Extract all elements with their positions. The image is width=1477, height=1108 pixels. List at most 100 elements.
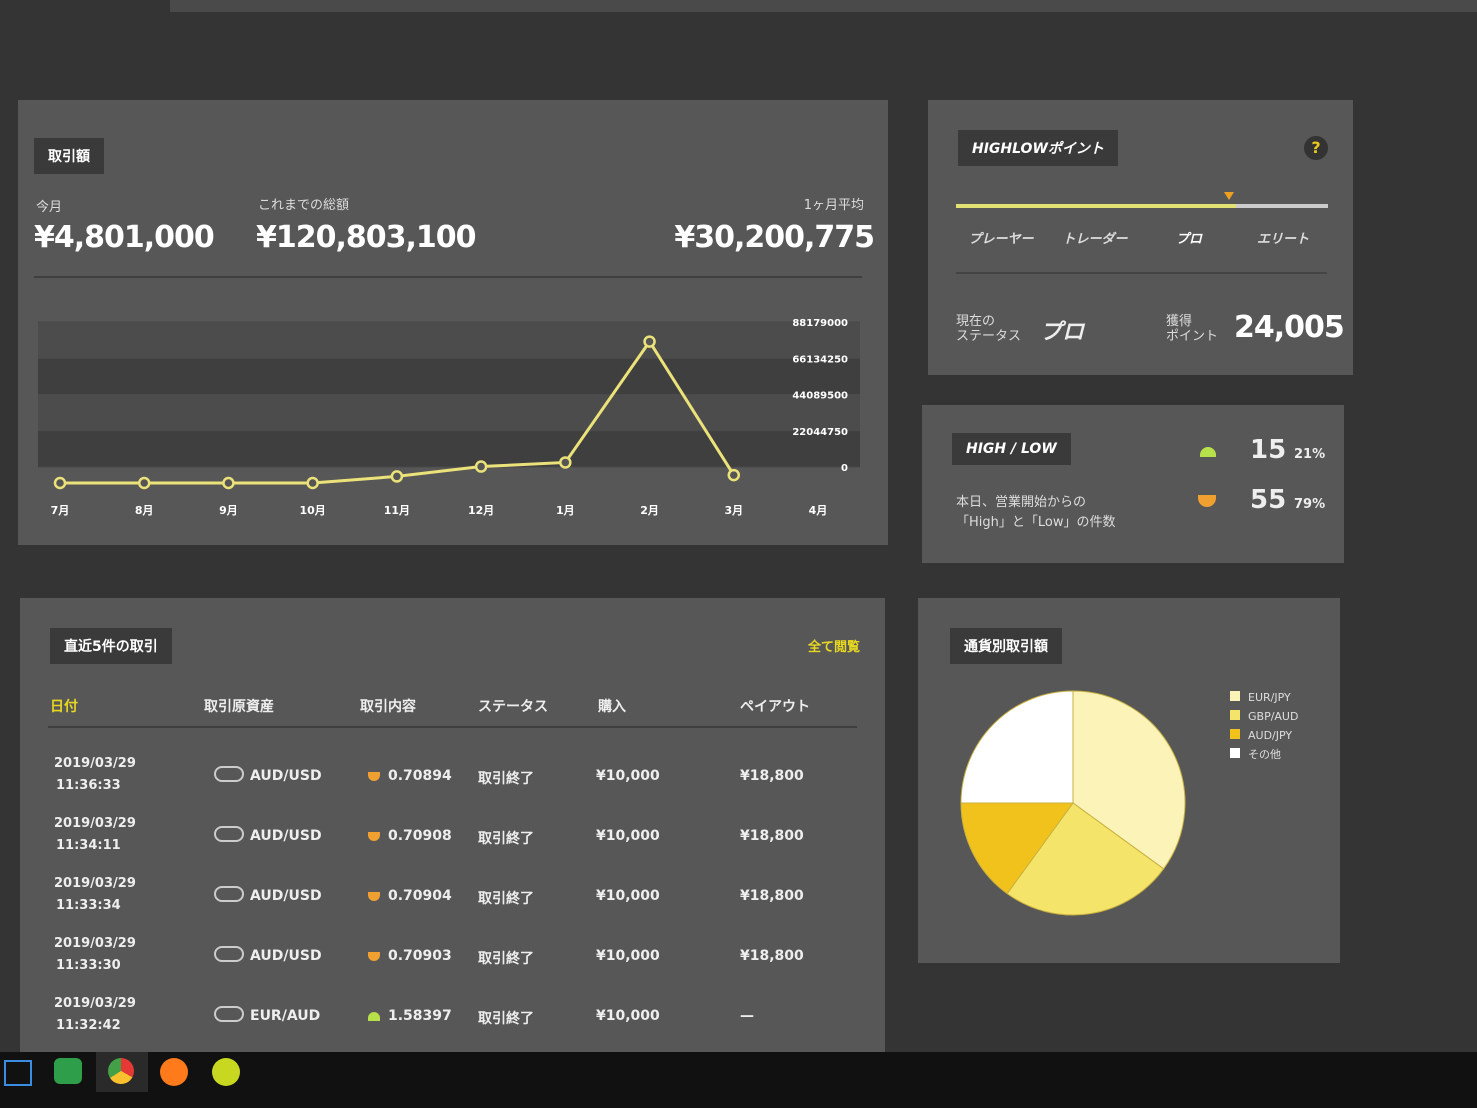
- x-tick-label: 2月: [640, 504, 659, 517]
- column-header: 取引内容: [360, 699, 416, 715]
- pie-panel: 通貨別取引額 EUR/JPY GBP/AUD AUD/JPY その他: [918, 598, 1340, 963]
- time: 11:33:34: [56, 898, 121, 913]
- asset-icon: [214, 886, 244, 902]
- low-icon: [1198, 495, 1216, 507]
- volume-panel: 取引額 今月 ¥4,801,000 これまでの総額 ¥120,803,100 1…: [18, 100, 888, 545]
- data-point: [727, 468, 741, 482]
- help-icon[interactable]: ?: [1304, 136, 1328, 160]
- label-line: 獲得: [1166, 314, 1193, 329]
- pie-slice: [1072, 690, 1186, 870]
- rate: 0.70903: [388, 948, 452, 964]
- points-value: 24,005: [1234, 310, 1345, 345]
- amount: ¥30,200,775: [674, 220, 875, 255]
- table-row: 2019/03/29 11:33:34 AUD/USD 0.70904 取引終了 ¥10,…: [20, 876, 885, 926]
- legend-label: EUR/JPY: [1248, 691, 1291, 704]
- x-tick-label: 10月: [300, 504, 326, 517]
- time: 11:36:33: [56, 778, 121, 793]
- high-count: 15: [1250, 435, 1287, 465]
- divider: [956, 272, 1327, 274]
- x-tick-label: 12月: [468, 504, 494, 517]
- x-tick-label: 1月: [556, 504, 575, 517]
- taskbar: [0, 1052, 1477, 1108]
- divider: [48, 726, 857, 728]
- caption: 本日、営業開始からの 「High」と「Low」の件数: [956, 493, 1115, 533]
- y-tick-label: 22044750: [792, 427, 848, 438]
- label: 1ヶ月平均: [803, 198, 864, 213]
- tier-bar-rest: [1236, 204, 1328, 208]
- x-tick-label: 7月: [51, 504, 70, 517]
- tier-label: プロ: [1175, 232, 1202, 247]
- taskbar-icon[interactable]: [96, 1052, 148, 1092]
- high-pct: 21%: [1294, 447, 1326, 462]
- date: 2019/03/29: [54, 756, 136, 771]
- asset-icon: [214, 766, 244, 782]
- divider: [34, 276, 862, 278]
- column-header: 購入: [598, 699, 626, 715]
- legend-label: その他: [1248, 748, 1281, 761]
- taskbar-icon[interactable]: [54, 1058, 82, 1084]
- label-line: ポイント: [1166, 329, 1219, 344]
- asset-icon: [214, 1006, 244, 1022]
- trades-panel: 直近5件の取引 全て閲覧 日付 取引原資産 取引内容 ステータス 購入 ペイアウト 201…: [20, 598, 885, 1053]
- panel-title: HIGH / LOW: [952, 433, 1071, 465]
- x-tick-label: 4月: [809, 504, 828, 517]
- column-header: ステータス: [478, 699, 548, 715]
- asset: AUD/USD: [250, 948, 322, 964]
- purchase: ¥10,000: [596, 828, 660, 844]
- y-tick-label: 0: [841, 463, 848, 474]
- grid-band: [38, 322, 860, 359]
- asset-icon: [214, 826, 244, 842]
- data-point: [643, 335, 656, 348]
- highlow-panel: HIGH / LOW 本日、営業開始からの 「High」と「Low」の件数 15 …: [922, 405, 1344, 563]
- legend-label: GBP/AUD: [1248, 710, 1298, 723]
- status: 取引終了: [478, 771, 534, 787]
- rate: 0.70904: [388, 888, 452, 904]
- tier-label: エリート: [1256, 232, 1309, 247]
- time: 11:32:42: [56, 1018, 121, 1033]
- view-all-link[interactable]: 全て閲覧: [808, 640, 861, 655]
- rate: 1.58397: [388, 1008, 452, 1024]
- panel-title: 取引額: [34, 138, 104, 174]
- y-tick-label: 66134250: [792, 354, 848, 365]
- tier-label: トレーダー: [1062, 232, 1128, 247]
- y-tick-label: 88179000: [792, 318, 848, 329]
- low-pct: 79%: [1294, 497, 1326, 512]
- payout: ¥18,800: [740, 888, 804, 904]
- data-point: [474, 460, 488, 473]
- low-count: 55: [1250, 485, 1287, 515]
- data-point: [559, 456, 572, 469]
- label: これまでの総額: [258, 198, 350, 213]
- legend-swatch: [1230, 748, 1240, 758]
- taskbar-icon[interactable]: [160, 1058, 188, 1086]
- x-tick-label: 9月: [219, 504, 238, 517]
- taskbar-icon[interactable]: [212, 1058, 240, 1086]
- rate: 0.70894: [388, 768, 452, 784]
- status: プロ: [1040, 320, 1085, 345]
- purchase: ¥10,000: [596, 768, 660, 784]
- direction-icon: [368, 892, 380, 901]
- asset: AUD/USD: [250, 828, 322, 844]
- tier-marker: [1224, 192, 1234, 200]
- legend-swatch: [1230, 691, 1240, 701]
- legend-label: AUD/JPY: [1248, 729, 1292, 742]
- pie-slice: [960, 690, 1074, 804]
- caption-line: 「High」と「Low」の件数: [956, 515, 1116, 530]
- data-point: [53, 476, 67, 490]
- taskbar-icon[interactable]: [4, 1060, 32, 1086]
- status: 取引終了: [478, 1011, 534, 1027]
- payout: —: [740, 1008, 754, 1024]
- x-tick-label: 8月: [135, 504, 154, 517]
- column-header: ペイアウト: [740, 699, 810, 715]
- direction-icon: [368, 772, 380, 781]
- data-point: [137, 476, 151, 490]
- direction-icon: [368, 952, 380, 961]
- pie-chart: EUR/JPY GBP/AUD AUD/JPY その他: [960, 690, 1298, 916]
- high-icon: [1200, 447, 1216, 457]
- line-chart: 0 22044750 44089500 66134250 88179000 7月 8月 9月 1…: [38, 318, 860, 517]
- pie-slice: [960, 802, 1074, 895]
- direction-icon: [368, 1012, 380, 1021]
- y-tick-label: 44089500: [792, 391, 848, 402]
- points-panel: HIGHLOWポイント ? プレーヤー トレーダー プロ エリート 現在の ステータス …: [928, 100, 1353, 375]
- time: 11:34:11: [56, 838, 121, 853]
